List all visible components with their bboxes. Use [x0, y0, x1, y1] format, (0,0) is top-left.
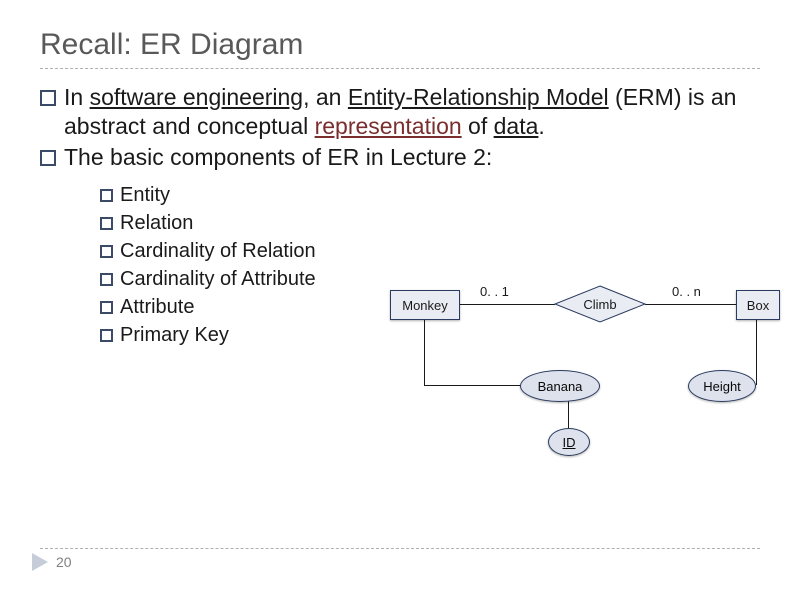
link-data: data	[494, 113, 539, 139]
sub-label: Entity	[120, 181, 170, 209]
body-bullets: In software engineering, an Entity-Relat…	[40, 83, 760, 171]
attr-label: ID	[563, 435, 576, 450]
edge-banana-id	[568, 400, 569, 428]
edge-monkey-banana-h	[424, 385, 520, 386]
list-item: Cardinality of Relation	[100, 237, 760, 265]
bullet-1-text: In software engineering, an Entity-Relat…	[64, 83, 760, 141]
bullet-square-icon	[100, 189, 113, 202]
bullet-square-icon	[100, 273, 113, 286]
bullet-square-icon	[100, 329, 113, 342]
sub-label: Relation	[120, 209, 193, 237]
title-divider	[40, 68, 760, 69]
bullet-square-icon	[40, 90, 56, 106]
bullet-1: In software engineering, an Entity-Relat…	[40, 83, 760, 141]
bullet-square-icon	[100, 217, 113, 230]
attribute-height: Height	[688, 370, 756, 402]
link-erm: Entity-Relationship Model	[348, 84, 609, 110]
marker-icon	[32, 553, 48, 571]
t: .	[538, 113, 544, 139]
list-item: Primary Key	[100, 321, 760, 349]
link-representation: representation	[315, 113, 462, 139]
t: , an	[303, 84, 348, 110]
page-marker: 20	[32, 553, 72, 571]
sub-label: Primary Key	[120, 321, 229, 349]
link-software-engineering: software engineering	[90, 84, 304, 110]
t: of	[462, 113, 494, 139]
bullet-2: The basic components of ER in Lecture 2:	[40, 143, 760, 172]
sub-label: Attribute	[120, 293, 194, 321]
sub-bullets: Entity Relation Cardinality of Relation …	[100, 181, 760, 349]
sub-label: Cardinality of Attribute	[120, 265, 316, 293]
bullet-square-icon	[100, 301, 113, 314]
t: In	[64, 84, 90, 110]
bullet-square-icon	[100, 245, 113, 258]
slide: Recall: ER Diagram In software engineeri…	[0, 0, 800, 600]
attribute-banana: Banana	[520, 370, 600, 402]
edge-box-height-h	[752, 385, 756, 386]
attr-label: Height	[703, 379, 741, 394]
slide-title: Recall: ER Diagram	[40, 28, 760, 62]
list-item: Cardinality of Attribute	[100, 265, 760, 293]
attr-label: Banana	[538, 379, 583, 394]
list-item: Attribute	[100, 293, 760, 321]
bullet-2-text: The basic components of ER in Lecture 2:	[64, 143, 492, 172]
sub-label: Cardinality of Relation	[120, 237, 316, 265]
page-number: 20	[56, 554, 72, 570]
list-item: Entity	[100, 181, 760, 209]
attribute-id: ID	[548, 428, 590, 456]
list-item: Relation	[100, 209, 760, 237]
footer-divider	[40, 548, 760, 549]
bullet-square-icon	[40, 150, 56, 166]
